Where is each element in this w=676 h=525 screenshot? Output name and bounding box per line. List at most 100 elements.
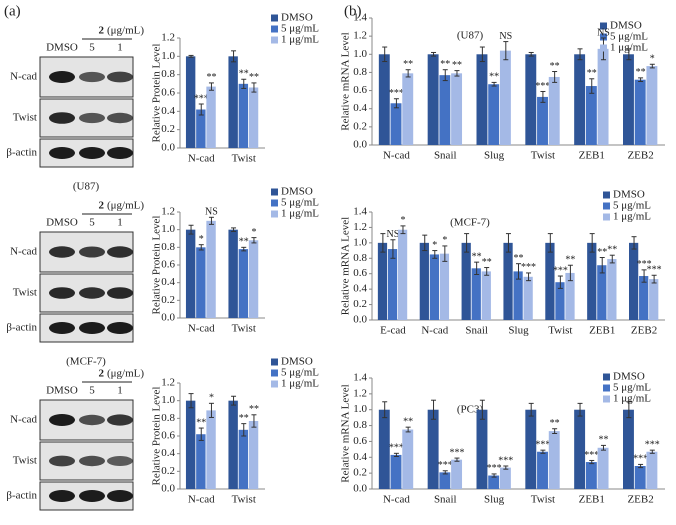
error-bar xyxy=(567,264,573,282)
bar xyxy=(525,54,537,145)
x-tick-label: Twist xyxy=(531,494,555,506)
significance-label: *** xyxy=(194,93,209,104)
blot-band xyxy=(79,112,105,124)
blot-band xyxy=(49,287,75,299)
bar xyxy=(427,54,439,145)
error-bar xyxy=(547,233,553,253)
x-tick-label: Snail xyxy=(434,150,457,162)
legend-label: DMSO xyxy=(281,356,313,368)
error-bar xyxy=(188,224,194,235)
bar xyxy=(607,259,617,320)
bar xyxy=(523,276,533,320)
blot-band xyxy=(107,71,133,83)
y-tick-label: 1.2 xyxy=(161,377,175,389)
error-bar xyxy=(577,402,583,417)
blot-band xyxy=(79,246,105,258)
lane-label: 5 xyxy=(89,42,95,54)
error-bar xyxy=(479,399,485,420)
y-tick-label: 1.0 xyxy=(161,394,175,406)
significance-label: ** xyxy=(550,418,560,429)
bar xyxy=(574,54,586,145)
y-tick-label: 0.2 xyxy=(161,465,175,477)
y-tick-label: 0.2 xyxy=(161,123,175,135)
blot-band xyxy=(107,112,133,124)
y-tick-label: 1.2 xyxy=(161,206,175,218)
x-tick-label: N-cad xyxy=(383,150,410,162)
lane-label: 1 xyxy=(117,385,123,397)
bar xyxy=(585,462,597,489)
row-label: Twist xyxy=(13,112,37,124)
bar xyxy=(206,410,216,489)
x-tick-label: ZEB1 xyxy=(579,494,605,506)
error-bar xyxy=(208,402,214,418)
error-bar xyxy=(405,69,411,78)
error-bar xyxy=(638,77,644,82)
x-tick-label: N-cad xyxy=(421,325,448,337)
bar xyxy=(185,56,196,149)
x-tick-label: N-cad xyxy=(188,323,215,335)
legend-label: 1 μg/mL xyxy=(281,34,319,46)
blot-band xyxy=(49,246,75,258)
significance-label: *** xyxy=(438,460,453,471)
row-label: N-cad xyxy=(10,71,37,83)
blot-band xyxy=(107,490,133,502)
panel-label: (a) xyxy=(4,3,21,19)
bar xyxy=(545,242,555,320)
error-bar xyxy=(552,71,558,83)
legend-label: 5 μg/mL xyxy=(281,23,319,35)
bar xyxy=(481,271,491,320)
error-bar xyxy=(188,393,194,409)
blot-band xyxy=(79,490,105,502)
y-tick-label: 0.2 xyxy=(353,120,367,132)
y-tick-label: 0.8 xyxy=(161,241,175,253)
blot-band xyxy=(49,322,75,334)
bar xyxy=(634,79,646,145)
error-bar xyxy=(393,98,399,109)
x-tick-label: ZEB2 xyxy=(627,494,653,506)
x-tick-label: Slug xyxy=(508,325,529,337)
significance-label: *** xyxy=(449,447,464,458)
row-label: β-actin xyxy=(6,490,37,502)
significance-label: ** xyxy=(206,72,216,83)
error-bar xyxy=(649,449,655,454)
bar xyxy=(548,76,560,145)
error-bar xyxy=(231,227,237,232)
x-tick-label: Snail xyxy=(434,494,457,506)
bar xyxy=(649,279,659,320)
bar xyxy=(646,451,658,489)
bar xyxy=(646,66,658,145)
blot-band xyxy=(49,112,75,124)
significance-label: *** xyxy=(584,450,599,461)
legend-swatch xyxy=(271,36,278,44)
bar xyxy=(238,83,249,148)
blot-band xyxy=(79,322,105,334)
y-tick-label: 0.0 xyxy=(161,142,175,154)
blot-band xyxy=(49,455,75,467)
significance-label: ** xyxy=(565,255,575,266)
significance-label: ** xyxy=(489,72,499,83)
bar xyxy=(513,271,523,320)
bar xyxy=(488,475,500,489)
error-bar xyxy=(208,82,214,91)
y-tick-label: 0.0 xyxy=(353,314,367,326)
cell-line-label: (U87) xyxy=(73,181,100,193)
bar xyxy=(537,96,548,145)
legend-label: 5 μg/mL xyxy=(281,197,319,209)
significance-label: ** xyxy=(587,68,597,79)
significance-label: ** xyxy=(249,72,259,83)
error-bar xyxy=(540,449,546,454)
y-tick-label: 1.4 xyxy=(353,12,367,24)
bar xyxy=(555,282,565,320)
blot-band xyxy=(107,322,133,334)
legend-label: DMSO xyxy=(281,12,313,24)
lane-label: DMSO xyxy=(46,217,78,229)
error-bar xyxy=(241,423,247,437)
y-tick-label: 0.8 xyxy=(353,252,367,264)
significance-label: ** xyxy=(249,404,259,415)
blot-band xyxy=(107,147,133,159)
error-bar xyxy=(599,257,605,274)
bar xyxy=(196,434,206,489)
error-bar xyxy=(188,54,194,58)
y-tick-label: 0.6 xyxy=(161,259,175,271)
